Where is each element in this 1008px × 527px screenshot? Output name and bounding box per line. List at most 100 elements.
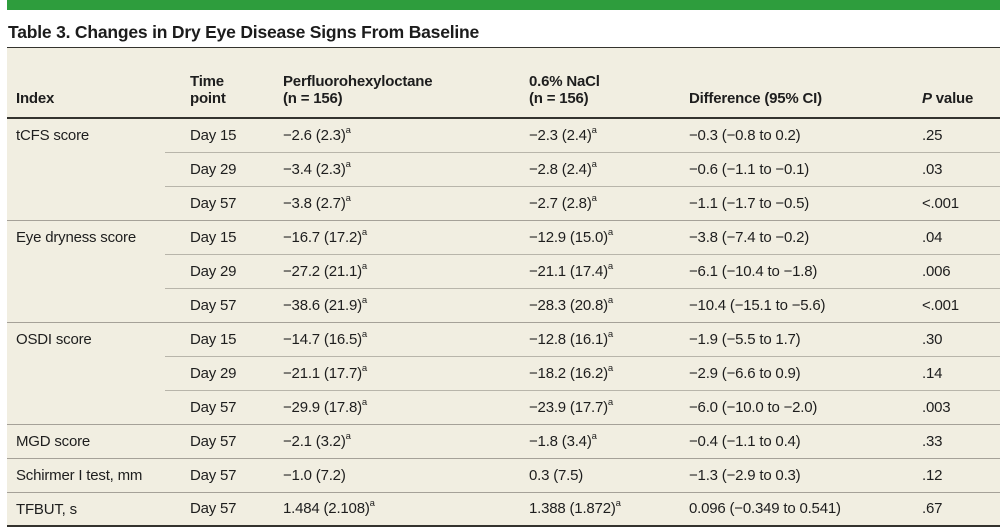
footnote-marker: a	[591, 124, 597, 136]
drug-cell: 1.484 (2.108)a	[274, 491, 520, 526]
footnote-marker: a	[607, 294, 613, 306]
time-cell: Day 15	[165, 219, 274, 254]
difference-cell: −0.6 (−1.1 to −0.1)	[680, 151, 913, 186]
control-cell: 0.3 (7.5)	[520, 457, 680, 492]
control-cell: −21.1 (17.4)a	[520, 253, 680, 288]
time-cell: Day 57	[165, 457, 274, 492]
time-cell: Day 15	[165, 321, 274, 356]
difference-cell: −6.0 (−10.0 to −2.0)	[680, 389, 913, 424]
p-cell: .67	[913, 491, 1000, 526]
drug-cell: −16.7 (17.2)a	[274, 219, 520, 254]
footnote-marker: a	[345, 192, 351, 204]
p-cell: <.001	[913, 287, 1000, 322]
difference-cell: −2.9 (−6.6 to 0.9)	[680, 355, 913, 390]
index-cell: Schirmer I test, mm	[7, 457, 165, 492]
accent-bar	[7, 0, 1000, 10]
time-cell: Day 57	[165, 185, 274, 220]
table-row: Schirmer I test, mm Day 57 −1.0 (7.2) 0.3 (…	[7, 457, 1000, 492]
table-row: Day 57 −38.6 (21.9)a −28.3 (20.8)a −10.4 (−…	[7, 287, 1000, 322]
p-cell: .12	[913, 457, 1000, 492]
difference-cell: 0.096 (−0.349 to 0.541)	[680, 491, 913, 526]
table-row: Day 29 −3.4 (2.3)a −2.8 (2.4)a −0.6 (−1.1 t…	[7, 151, 1000, 186]
p-cell: .33	[913, 423, 1000, 458]
drug-cell: −21.1 (17.7)a	[274, 355, 520, 390]
footnote-marker: a	[369, 498, 375, 510]
difference-cell: −10.4 (−15.1 to −5.6)	[680, 287, 913, 322]
column-header-time: Time point	[165, 47, 274, 119]
p-cell: .04	[913, 219, 1000, 254]
footnote-marker: a	[607, 362, 613, 374]
time-cell: Day 15	[165, 117, 274, 152]
difference-cell: −1.1 (−1.7 to −0.5)	[680, 185, 913, 220]
index-cell: tCFS score	[7, 117, 165, 220]
p-cell: .006	[913, 253, 1000, 288]
control-cell: −2.7 (2.8)a	[520, 185, 680, 220]
index-cell: MGD score	[7, 423, 165, 458]
footnote-marker: a	[591, 192, 597, 204]
drug-cell: −3.4 (2.3)a	[274, 151, 520, 186]
control-cell: −1.8 (3.4)a	[520, 423, 680, 458]
p-cell: .03	[913, 151, 1000, 186]
time-cell: Day 29	[165, 355, 274, 390]
footnote-marker: a	[607, 226, 613, 238]
drug-cell: −2.6 (2.3)a	[274, 117, 520, 152]
p-cell: .003	[913, 389, 1000, 424]
drug-cell: −14.7 (16.5)a	[274, 321, 520, 356]
drug-cell: −3.8 (2.7)a	[274, 185, 520, 220]
control-cell: −2.3 (2.4)a	[520, 117, 680, 152]
control-cell: −28.3 (20.8)a	[520, 287, 680, 322]
control-cell: −23.9 (17.7)a	[520, 389, 680, 424]
drug-cell: −27.2 (21.1)a	[274, 253, 520, 288]
column-header-drug: Perfluorohexyloctane (n = 156)	[274, 47, 520, 119]
drug-cell: −2.1 (3.2)a	[274, 423, 520, 458]
p-cell: .30	[913, 321, 1000, 356]
index-cell: OSDI score	[7, 321, 165, 424]
time-cell: Day 57	[165, 287, 274, 322]
index-cell: Eye dryness score	[7, 219, 165, 322]
footnote-marker: a	[361, 260, 367, 272]
table-row: Day 57 −29.9 (17.8)a −23.9 (17.7)a −6.0 (−1…	[7, 389, 1000, 424]
time-cell: Day 57	[165, 491, 274, 526]
footnote-marker: a	[607, 328, 613, 340]
table-row: Day 57 −3.8 (2.7)a −2.7 (2.8)a −1.1 (−1.7 t…	[7, 185, 1000, 220]
difference-cell: −0.3 (−0.8 to 0.2)	[680, 117, 913, 152]
footnote-marker: a	[591, 158, 597, 170]
control-cell: −18.2 (16.2)a	[520, 355, 680, 390]
footnote-marker: a	[345, 158, 351, 170]
footnote-marker: a	[607, 396, 613, 408]
drug-cell: −29.9 (17.8)a	[274, 389, 520, 424]
table-row: Day 29 −21.1 (17.7)a −18.2 (16.2)a −2.9 (−6…	[7, 355, 1000, 390]
dry-eye-signs-table: Index Time point Perfluorohexyloctane (n = 1…	[7, 47, 1000, 527]
index-cell: TFBUT, s	[7, 491, 165, 526]
table-row: MGD score Day 57 −2.1 (3.2)a −1.8 (3.4)a −0.…	[7, 423, 1000, 458]
table-row: OSDI score Day 15 −14.7 (16.5)a −12.8 (16.1…	[7, 321, 1000, 424]
footnote-marker: a	[345, 124, 351, 136]
table-row: TFBUT, s Day 57 1.484 (2.108)a 1.388 (1.872…	[7, 491, 1000, 526]
table-title: Table 3. Changes in Dry Eye Disease Sign…	[8, 22, 480, 42]
footnote-marker: a	[615, 498, 621, 510]
column-header-control: 0.6% NaCl (n = 156)	[520, 47, 680, 119]
p-cell: <.001	[913, 185, 1000, 220]
p-cell: .14	[913, 355, 1000, 390]
control-cell: −12.9 (15.0)a	[520, 219, 680, 254]
drug-cell: −1.0 (7.2)	[274, 457, 520, 492]
column-header-difference: Difference (95% CI)	[680, 47, 913, 119]
footnote-marker: a	[361, 294, 367, 306]
footnote-marker: a	[591, 430, 597, 442]
footnote-marker: a	[361, 362, 367, 374]
control-cell: −2.8 (2.4)a	[520, 151, 680, 186]
table-row: tCFS score Day 15 −2.6 (2.3)a −2.3 (2.4)a −0…	[7, 117, 1000, 220]
time-cell: Day 29	[165, 151, 274, 186]
footnote-marker: a	[361, 328, 367, 340]
difference-cell: −0.4 (−1.1 to 0.4)	[680, 423, 913, 458]
difference-cell: −3.8 (−7.4 to −0.2)	[680, 219, 913, 254]
table-body: tCFS score Day 15 −2.6 (2.3)a −2.3 (2.4)a −0…	[7, 117, 1000, 526]
difference-cell: −1.3 (−2.9 to 0.3)	[680, 457, 913, 492]
p-cell: .25	[913, 117, 1000, 152]
control-cell: −12.8 (16.1)a	[520, 321, 680, 356]
difference-cell: −1.9 (−5.5 to 1.7)	[680, 321, 913, 356]
time-cell: Day 57	[165, 423, 274, 458]
column-header-index: Index	[7, 47, 165, 119]
column-header-p: P value	[913, 47, 1000, 119]
table-header-row: Index Time point Perfluorohexyloctane (n = 1…	[7, 47, 1000, 119]
